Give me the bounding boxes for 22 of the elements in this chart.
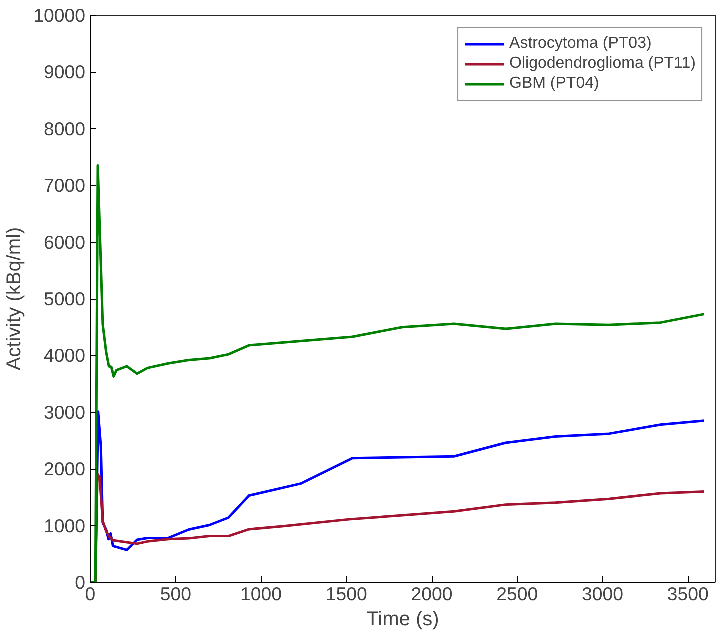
- y-tick-label: 9000: [44, 62, 86, 83]
- x-tick-label: 3500: [667, 584, 709, 604]
- y-tick-label: 1000: [44, 515, 86, 536]
- x-axis-title: Time (s): [366, 608, 440, 630]
- legend-label: GBM (PT04): [510, 75, 600, 93]
- x-tick-label: 500: [160, 584, 192, 604]
- x-tick-label: 2500: [496, 584, 538, 604]
- y-tick-label: 7000: [44, 175, 86, 196]
- y-tick-label: 2000: [44, 458, 86, 480]
- y-tick-label: 4000: [44, 345, 86, 366]
- y-tick-label: 8000: [44, 118, 86, 140]
- x-tick-label: 2000: [411, 584, 453, 604]
- y-axis-title: Activity (kBq/ml): [4, 227, 26, 371]
- y-tick-label: 6000: [44, 232, 86, 253]
- legend-label: Astrocytoma (PT03): [510, 35, 652, 53]
- y-tick-label: 10000: [34, 5, 86, 26]
- x-tick-label: 1500: [326, 584, 368, 604]
- legend-label: Oligodendroglioma (PT11): [510, 55, 696, 73]
- x-tick-label: 1000: [240, 584, 282, 604]
- x-tick-label: 3000: [582, 584, 624, 604]
- y-tick-label: 3000: [44, 402, 86, 423]
- y-tick-label: 5000: [44, 288, 86, 310]
